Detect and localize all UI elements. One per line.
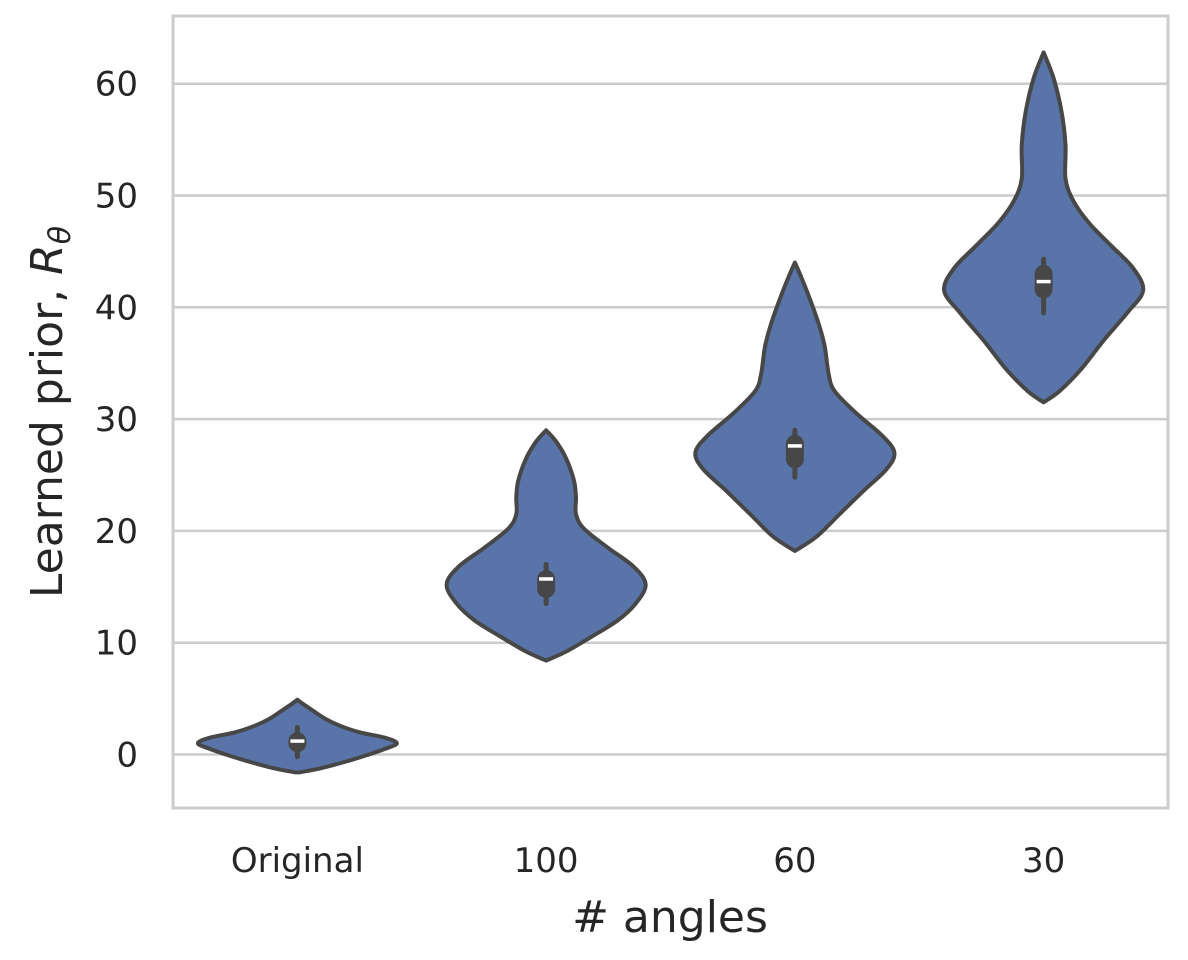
y-tick-labels: 0 10 20 30 40 50 60	[95, 65, 138, 776]
x-tick-original: Original	[231, 841, 364, 881]
y-tick-50: 50	[95, 177, 138, 217]
x-axis-label: # angles	[572, 892, 768, 943]
x-tick-labels: Original 100 60 30	[231, 841, 1065, 881]
y-tick-0: 0	[116, 736, 138, 776]
y-axis-label-subscript: θ	[43, 226, 78, 244]
y-axis-label-symbol: R	[22, 244, 73, 275]
y-tick-40: 40	[95, 288, 138, 328]
violin-30	[942, 50, 1146, 405]
plot-background	[171, 14, 1170, 810]
x-tick-30: 30	[1022, 841, 1065, 881]
y-tick-10: 10	[95, 624, 138, 664]
violin-60	[693, 260, 897, 554]
violin-100	[444, 428, 648, 663]
x-tick-60: 60	[773, 841, 816, 881]
y-axis-label: Learned prior, Rθ	[22, 226, 78, 598]
iqr-box-60	[785, 434, 804, 469]
y-tick-30: 30	[95, 400, 138, 440]
violins	[195, 50, 1146, 775]
y-axis-label-text: Learned prior,	[22, 275, 73, 598]
gridlines	[173, 82, 1168, 756]
y-tick-60: 60	[95, 65, 138, 105]
y-tick-20: 20	[95, 512, 138, 552]
iqr-box-100	[537, 570, 556, 598]
x-tick-100: 100	[514, 841, 579, 881]
